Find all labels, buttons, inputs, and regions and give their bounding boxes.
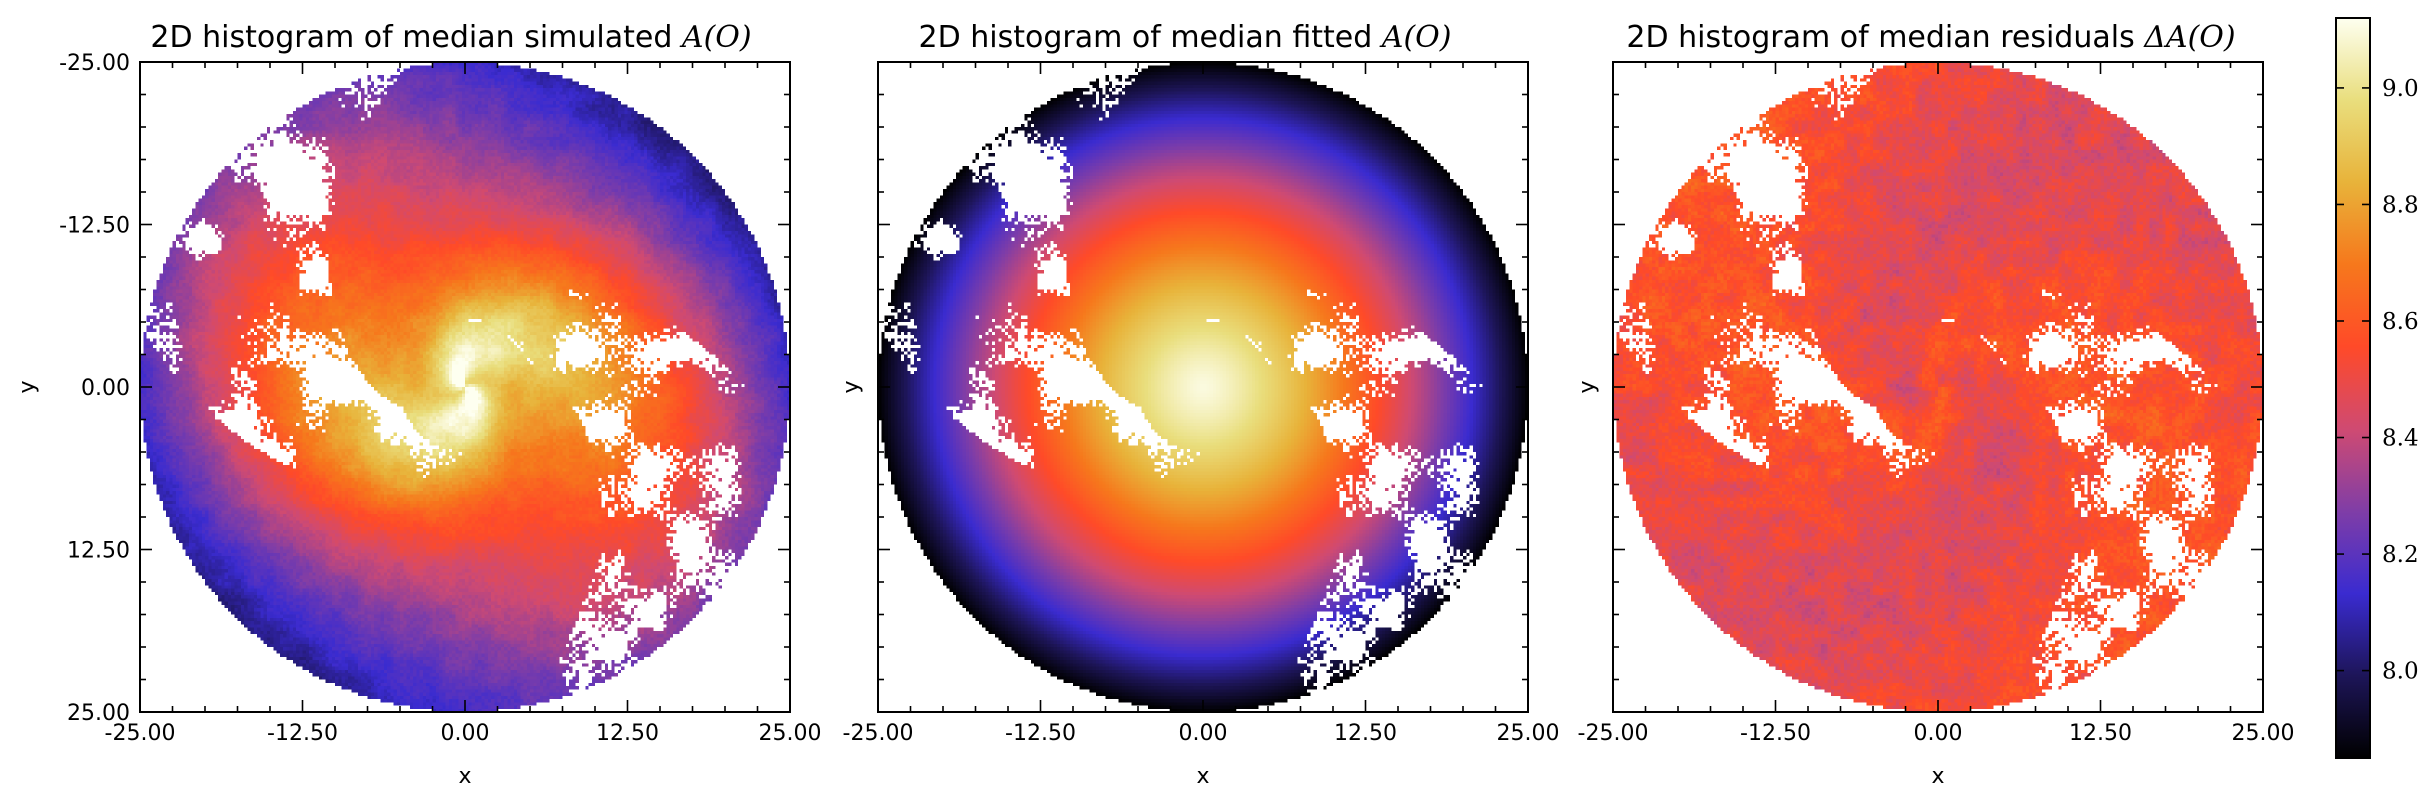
x-tick-label: 0.00 <box>1914 721 1963 746</box>
colorbar-tick-label: 8.8 <box>2382 192 2419 218</box>
x-tick-labels: -25.00 -12.50 0.00 12.50 25.00 <box>843 721 1560 746</box>
x-tick-label: 0.00 <box>1179 721 1228 746</box>
x-tick-label: 12.50 <box>596 721 659 746</box>
x-tick-label: 12.50 <box>1334 721 1397 746</box>
x-axis-label: x <box>1196 764 1209 789</box>
panel-title-fitted: 2D histogram of median fitted A(O) <box>919 20 1452 55</box>
x-axis-label: x <box>1931 764 1944 789</box>
x-tick-label: -12.50 <box>1005 721 1076 746</box>
x-tick-label: 25.00 <box>1497 721 1560 746</box>
x-axis-label: x <box>458 764 471 789</box>
x-tick-label: 25.00 <box>759 721 822 746</box>
colorbar-frame <box>2335 17 2371 759</box>
y-tick-label: -25.00 <box>59 51 130 76</box>
x-tick-label: 12.50 <box>2069 721 2132 746</box>
tick-marks <box>1612 61 2264 713</box>
x-tick-label: -12.50 <box>267 721 338 746</box>
panel-fitted: 2D histogram of median fitted A(O) -25.0… <box>839 20 1559 789</box>
x-tick-label: -25.00 <box>1578 721 1649 746</box>
colorbar-tick-label: 8.0 <box>2382 659 2419 685</box>
x-tick-labels: -25.00 -12.50 0.00 12.50 25.00 <box>105 721 822 746</box>
y-axis-label: y <box>839 380 864 393</box>
y-tick-label: 12.50 <box>67 539 130 564</box>
panel-title-residuals: 2D histogram of median residuals ΔA(O) <box>1626 20 2235 55</box>
y-tick-label: -12.50 <box>59 214 130 239</box>
panel-title-simulated: 2D histogram of median simulated A(O) <box>150 20 751 55</box>
x-tick-label: 0.00 <box>441 721 490 746</box>
x-tick-labels: -25.00 -12.50 0.00 12.50 25.00 <box>1578 721 2295 746</box>
colorbar-tick-label: 9.0 <box>2382 76 2419 102</box>
colorbar-gradient <box>2336 18 2370 758</box>
y-axis-label: y <box>1575 380 1600 393</box>
colorbar-tick-label: 8.4 <box>2382 426 2419 452</box>
panel-residuals: 2D histogram of median residuals ΔA(O) -… <box>1575 20 2294 789</box>
colorbar-tick-label: 8.2 <box>2382 542 2419 568</box>
y-tick-label: 25.00 <box>67 701 130 726</box>
colorbar-tick-label: 8.6 <box>2382 309 2419 335</box>
x-tick-label: 25.00 <box>2232 721 2295 746</box>
y-tick-label: 0.00 <box>81 376 130 401</box>
heatmap-residuals <box>1613 62 2263 712</box>
x-tick-label: -12.50 <box>1740 721 1811 746</box>
heatmap-simulated <box>140 62 790 712</box>
colorbar-ticks: 8.0 8.2 8.4 8.6 8.8 9.0 <box>2336 76 2419 685</box>
tick-marks <box>139 61 791 713</box>
x-tick-label: -25.00 <box>843 721 914 746</box>
tick-marks <box>877 61 1529 713</box>
y-tick-labels: -25.00 -12.50 0.00 12.50 25.00 <box>59 51 130 726</box>
heatmap-fitted <box>878 62 1528 712</box>
y-axis-label: y <box>15 380 40 393</box>
x-tick-label: -25.00 <box>105 721 176 746</box>
panel-simulated: 2D histogram of median simulated A(O) -2… <box>15 20 821 789</box>
colorbar: 8.0 8.2 8.4 8.6 8.8 9.0 <box>2335 17 2419 759</box>
